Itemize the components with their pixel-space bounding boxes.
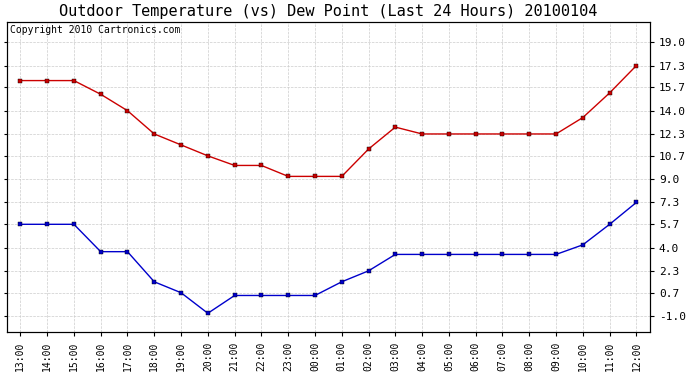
Text: Copyright 2010 Cartronics.com: Copyright 2010 Cartronics.com (10, 25, 181, 35)
Title: Outdoor Temperature (vs) Dew Point (Last 24 Hours) 20100104: Outdoor Temperature (vs) Dew Point (Last… (59, 4, 598, 19)
